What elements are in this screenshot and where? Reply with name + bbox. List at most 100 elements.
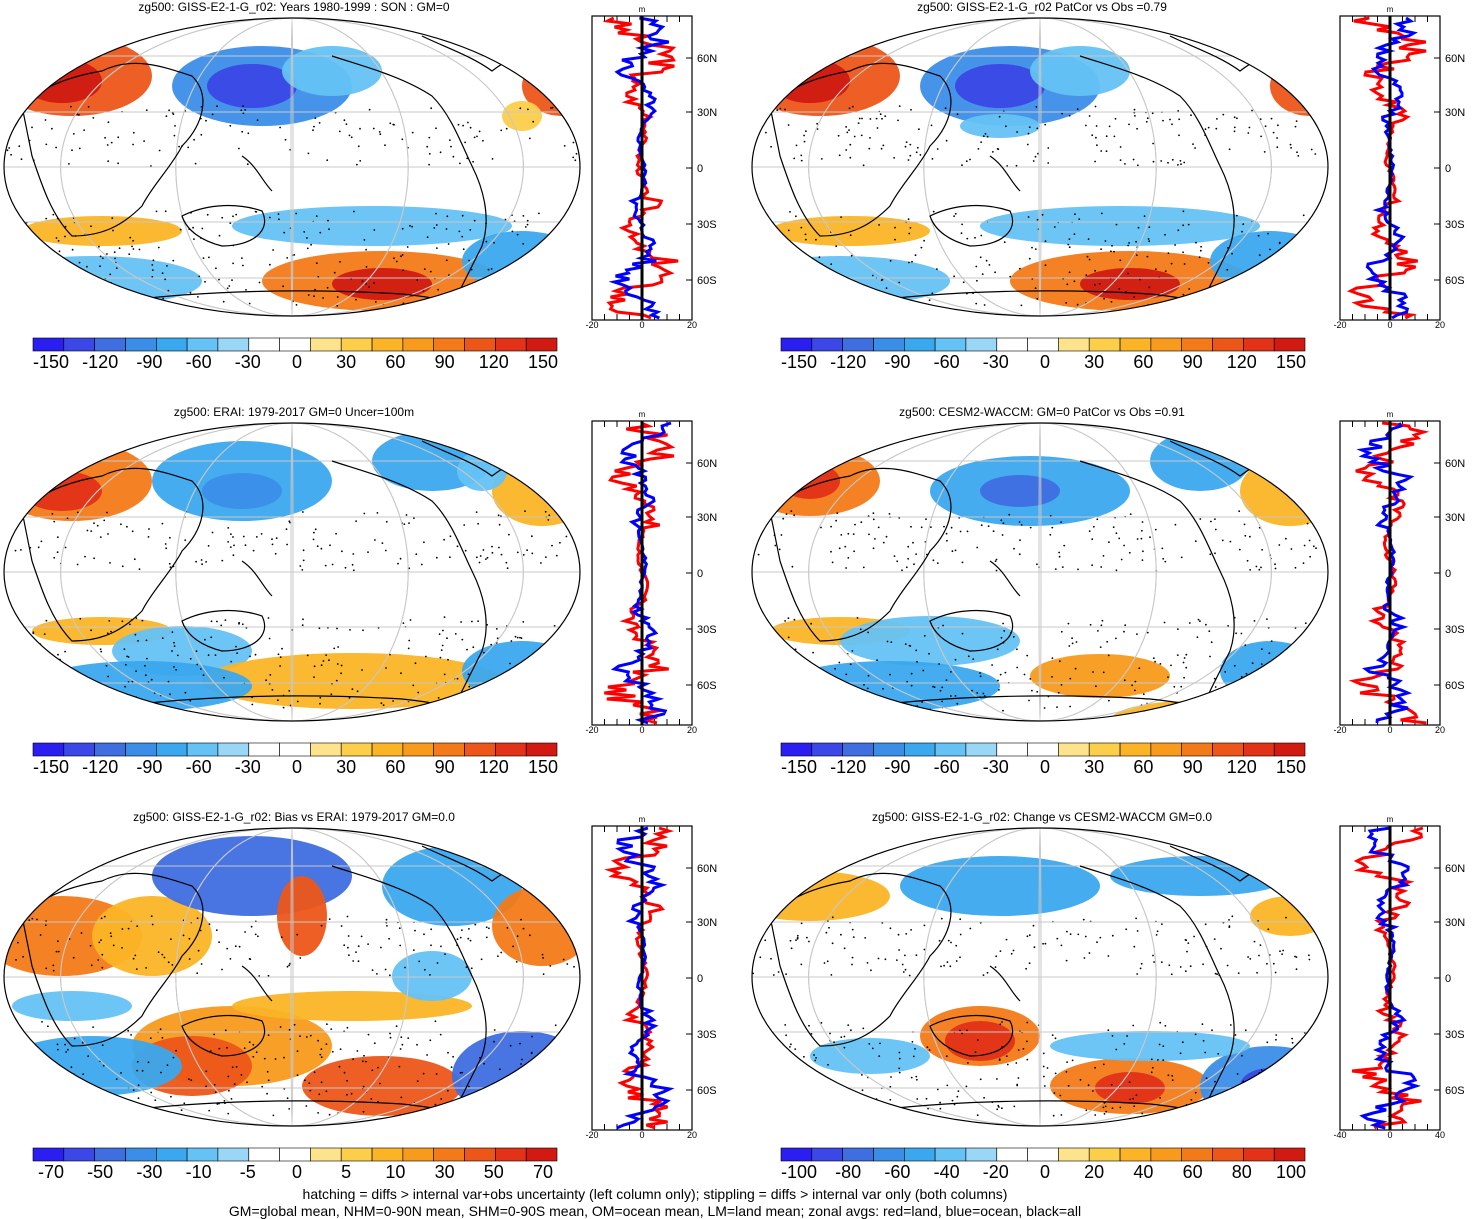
anomaly-region — [392, 951, 472, 1001]
colorbar-swatch — [63, 337, 95, 352]
colorbar-swatch — [1058, 337, 1090, 352]
colorbar-swatch — [94, 1147, 126, 1162]
lat-label: 30N — [697, 512, 717, 524]
colorbar-label: 20 — [1084, 1162, 1105, 1182]
profile-unit: m — [639, 815, 646, 824]
anomaly-region — [780, 463, 840, 499]
lat-label: 60N — [697, 863, 717, 875]
colorbar-swatch — [873, 337, 905, 352]
colorbar-swatch — [1212, 742, 1244, 757]
colorbar-label: 0 — [291, 757, 303, 777]
colorbar-swatch — [1119, 1147, 1152, 1162]
zonal-line — [604, 826, 675, 1130]
anomaly-region — [960, 114, 1040, 138]
colorbar-swatch — [495, 742, 527, 757]
colorbar-label: 60 — [1133, 757, 1154, 777]
colorbar-swatch — [186, 1147, 219, 1162]
colorbar-label: -90 — [884, 757, 911, 777]
colorbar-label: 50 — [483, 1162, 504, 1182]
colorbar-swatch — [340, 1147, 373, 1162]
colorbar-swatch — [1119, 337, 1152, 352]
anomaly-region — [1220, 641, 1320, 701]
colorbar-label: 90 — [1182, 352, 1203, 372]
profile-tick-label: 0 — [639, 320, 644, 329]
zonal-line — [1365, 16, 1418, 320]
colorbar-label: -30 — [234, 757, 261, 777]
profile-tick-label: 40 — [1435, 1130, 1445, 1139]
colorbar-swatch — [965, 742, 997, 757]
colorbar-label: 150 — [527, 757, 559, 777]
zonal-line — [1346, 16, 1427, 320]
colorbar — [32, 742, 558, 757]
anomaly-region — [462, 231, 580, 291]
colorbar-label: -120 — [82, 757, 119, 777]
colorbar-label: -150 — [780, 352, 818, 372]
colorbar-label: 80 — [1231, 1162, 1252, 1182]
graticule — [752, 423, 1328, 721]
anomaly-region — [4, 1036, 182, 1096]
lat-label: 30N — [1445, 512, 1465, 524]
lat-label: 0 — [697, 568, 703, 580]
colorbar-label: -90 — [136, 352, 163, 372]
panel-title: zg500: GISS-E2-1-G_r02: Change vs CESM2-… — [871, 810, 1213, 824]
colorbar-swatch — [310, 742, 342, 757]
colorbar-swatch — [156, 1147, 188, 1162]
anomaly-region — [1250, 896, 1328, 936]
colorbar-label: 150 — [1275, 352, 1307, 372]
colorbar-swatch — [186, 742, 219, 757]
anomaly-region — [955, 64, 1045, 108]
zonal-profile: m 60N 30N 0 30S 60S -20 0 20 — [1333, 410, 1465, 734]
colorbar-swatch — [310, 337, 342, 352]
lat-label: 60S — [697, 1085, 717, 1097]
colorbar-label: -5 — [239, 1162, 256, 1182]
zonal-profile: m 60N 30N 0 30S 60S -20 0 20 — [1333, 5, 1465, 329]
zonal-line — [1359, 826, 1421, 1130]
colorbar — [32, 1147, 558, 1162]
colorbar-swatch — [1273, 337, 1306, 352]
anomaly-region — [1030, 654, 1170, 698]
colorbar-swatch — [1058, 742, 1090, 757]
colorbar-label: -10 — [185, 1162, 212, 1182]
colorbar-swatch — [780, 742, 813, 757]
colorbar-swatch — [402, 1147, 434, 1162]
coastlines — [769, 440, 1301, 718]
colorbar-swatch — [1243, 742, 1275, 757]
profile-tick-label: 0 — [1387, 320, 1392, 329]
anomaly-region — [770, 216, 930, 246]
anomaly-region — [282, 46, 382, 96]
profile-tick-label: -20 — [585, 1130, 598, 1139]
colorbar-label: -90 — [136, 757, 163, 777]
colorbar-swatch — [1058, 1147, 1090, 1162]
lat-label: 60S — [1445, 275, 1465, 287]
lat-label: 30S — [697, 1029, 717, 1041]
colorbar — [780, 742, 1306, 757]
zonal-line — [602, 16, 679, 320]
lat-label: 60S — [697, 275, 717, 287]
colorbar-swatch — [495, 1147, 527, 1162]
anomaly-region — [840, 616, 1020, 666]
anomaly-region — [202, 653, 502, 709]
colorbar-swatch — [279, 337, 311, 352]
colorbar-swatch — [904, 1147, 936, 1162]
colorbar-label: 120 — [1226, 352, 1257, 372]
colorbar-swatch — [464, 1147, 496, 1162]
colorbar-label: 30 — [1084, 352, 1105, 372]
profile-tick-label: -40 — [1333, 1130, 1346, 1139]
colorbar-swatch — [1181, 337, 1213, 352]
colorbar-swatch — [1181, 1147, 1213, 1162]
colorbar-label: -70 — [37, 1162, 65, 1182]
colorbar-label: 0 — [291, 352, 303, 372]
profile-tick-label: 20 — [687, 320, 697, 329]
lat-label: 60N — [1445, 458, 1465, 470]
colorbar-swatch — [934, 742, 967, 757]
colorbar-swatch — [1150, 1147, 1182, 1162]
colorbar-swatch — [217, 1147, 249, 1162]
colorbar-swatch — [525, 337, 558, 352]
colorbar-label: -30 — [136, 1162, 163, 1182]
profile-tick-label: 20 — [1435, 320, 1445, 329]
lat-label: 0 — [697, 163, 703, 175]
colorbar-swatch — [1027, 742, 1059, 757]
footer-line-2: GM=global mean, NHM=0-90N mean, SHM=0-90… — [228, 1203, 1082, 1219]
colorbar-swatch — [780, 337, 813, 352]
colorbar-label: -150 — [780, 757, 818, 777]
